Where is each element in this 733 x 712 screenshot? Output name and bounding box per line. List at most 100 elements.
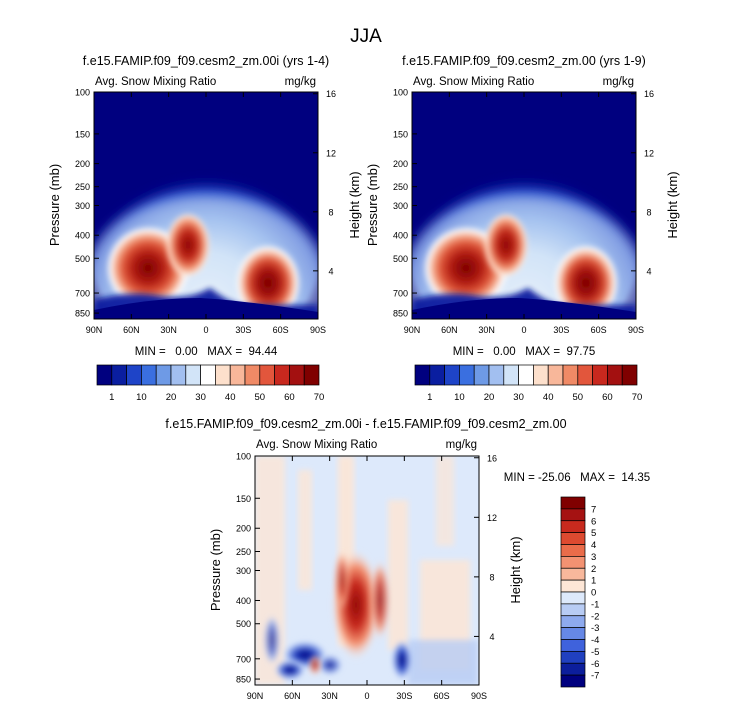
p3-xtick-label: 90S [471,691,487,701]
p1-ytick-label: 700 [75,289,90,299]
p2-colorbar-swatch [473,364,490,386]
p2-xtick-label: 60N [441,325,458,335]
panel-2-axes: 90N 60N 30N 0 30S 60S 90S 100 150 200 250 300 400 500… [393,88,654,336]
p1-colorbar-swatch [126,364,142,386]
p2-colorbar-swatch [459,364,475,386]
p3-colorbar-label: -5 [591,647,599,658]
p3-colorbar-swatch [560,662,586,676]
p1-xtick-label: 0 [203,325,208,335]
p3-xtick-label: 30S [396,691,412,701]
p2-xtick-label: 0 [521,325,526,335]
p1-colorbar-swatch [141,364,157,386]
panel-3: f.e15.FAMIP.f09_f09.cesm2_zm.00i - f.e15… [165,417,650,701]
panel-3-units-label: mg/kg [446,439,477,451]
p1-colorbar-swatch [185,364,201,386]
p3-colorbar-swatch [560,556,586,569]
p3-colorbar-swatch [560,567,586,581]
p1-colorbar-label: 70 [314,392,325,403]
p2-ytick-label: 150 [393,129,408,139]
p2-xtick-label: 90N [404,325,421,335]
p3-colorbar-swatch [560,496,586,510]
p3-colorbar-swatch [560,544,586,557]
p2-y2tick-label: 4 [646,266,651,276]
panel-2-y2label: Height (km) [665,171,680,238]
p2-colorbar-label: 1 [427,392,432,403]
p1-ytick-label: 200 [75,159,90,169]
p2-xtick-label: 30N [478,325,495,335]
p2-colorbar-swatch [547,364,564,386]
p2-colorbar-swatch [503,364,519,386]
p2-colorbar-swatch [607,364,623,386]
panel-2-field [412,92,636,319]
p3-y2tick-label: 4 [489,632,494,642]
panel-1-colorbar: 1 10 20 30 40 50 60 70 [96,364,325,403]
p1-colorbar-swatch [244,364,261,386]
p1-colorbar-swatch [111,364,127,386]
p3-ytick-label: 850 [236,675,251,685]
p1-colorbar-swatch [155,364,172,386]
p3-colorbar-swatch [560,520,586,533]
p1-xtick-label: 60N [123,325,140,335]
p2-ytick-label: 300 [393,201,408,211]
panel-1: f.e15.FAMIP.f09_f09.cesm2_zm.00i (yrs 1-… [47,54,362,403]
p3-colorbar-swatch [560,603,586,617]
p3-colorbar-label: -1 [591,599,599,610]
p1-colorbar-swatch [303,364,320,386]
p3-colorbar-label: -2 [591,611,599,622]
p3-xtick-label: 90N [247,691,264,701]
p1-colorbar-swatch [259,364,275,386]
p1-ytick-label: 400 [75,231,90,241]
panel-3-variable-label: Avg. Snow Mixing Ratio [256,439,377,451]
p2-colorbar-swatch [518,364,534,386]
p1-xtick-label: 90S [310,325,326,335]
p3-colorbar-label: -7 [591,671,599,682]
p2-colorbar-swatch [562,364,579,386]
p1-y2tick-label: 12 [326,148,336,158]
p3-colorbar-label: -6 [591,659,599,670]
p3-y2tick-label: 16 [487,453,497,463]
p2-ytick-label: 850 [393,309,408,319]
p1-colorbar-label: 40 [225,392,236,403]
p3-ytick-label: 150 [236,494,251,504]
p1-colorbar-label: 1 [109,392,114,403]
p1-ytick-label: 100 [75,88,90,98]
panel-2-ylabel: Pressure (mb) [365,164,380,246]
p3-colorbar-swatch [560,591,586,605]
panel-3-stats: MIN = -25.06 MAX = 14.35 [504,472,650,484]
panel-3-field [255,456,479,685]
panel-2-title: f.e15.FAMIP.f09_f09.cesm2_zm.00 (yrs 1-9… [402,54,646,68]
p2-colorbar-label: 30 [513,392,524,403]
p3-ytick-label: 400 [236,596,251,606]
panel-1-ylabel: Pressure (mb) [47,164,62,246]
p1-y2tick-label: 4 [328,266,333,276]
p2-colorbar-swatch [444,364,460,386]
p3-colorbar-label: 2 [591,564,596,575]
p1-ytick-label: 500 [75,254,90,264]
panel-2-colorbar: 1 10 20 30 40 50 60 70 [414,364,642,403]
p1-xtick-label: 60S [273,325,289,335]
p2-ytick-label: 100 [393,88,408,98]
p2-xtick-label: 90S [628,325,644,335]
p2-ytick-label: 400 [393,231,408,241]
p2-colorbar-label: 40 [543,392,554,403]
p1-colorbar-label: 50 [255,392,266,403]
p1-colorbar-swatch [170,364,187,386]
panel-3-y2label: Height (km) [508,536,523,603]
panel-2-units-label: mg/kg [603,76,634,88]
p3-colorbar-swatch [560,674,586,688]
p3-colorbar-label: 0 [591,588,596,599]
p3-colorbar-swatch [560,639,586,652]
p3-colorbar-swatch [560,615,586,628]
p1-colorbar-swatch [96,364,113,386]
p2-colorbar-swatch [577,364,593,386]
p3-colorbar-swatch [560,532,586,545]
p3-xtick-label: 0 [364,691,369,701]
p1-colorbar-label: 60 [284,392,295,403]
p2-y2tick-label: 12 [644,148,654,158]
panel-1-stats: MIN = 0.00 MAX = 94.44 [135,346,278,358]
p3-xtick-label: 60S [434,691,450,701]
p3-colorbar-label: -3 [591,623,599,634]
p1-colorbar-label: 10 [136,392,147,403]
